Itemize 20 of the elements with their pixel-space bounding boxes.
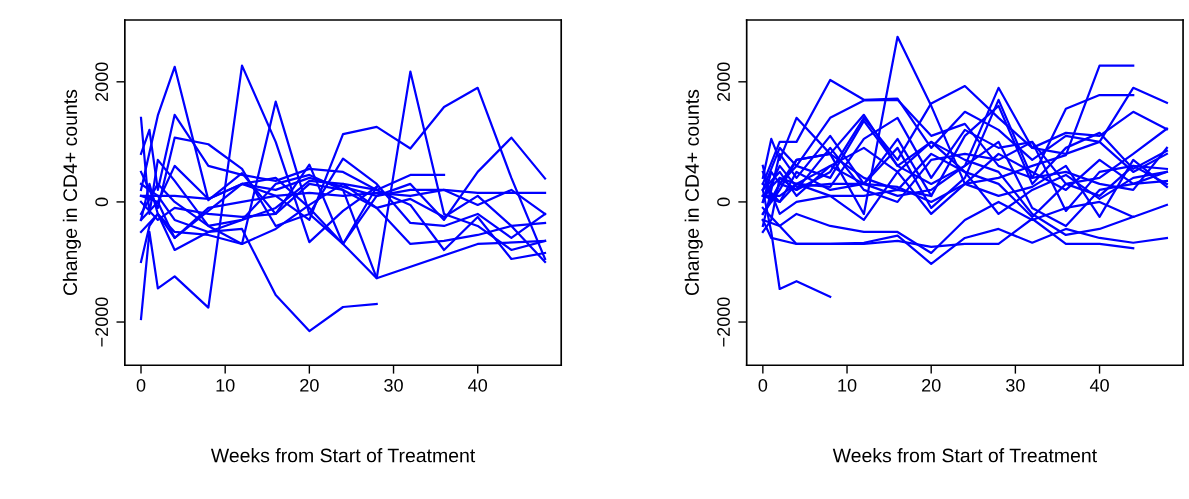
x-tick-label: 30 (1006, 378, 1025, 392)
x-tick-label: 40 (1089, 378, 1109, 392)
x-tick-label: 10 (838, 378, 857, 392)
x-tick-label: 0 (758, 378, 768, 392)
x-axis-title: Weeks from Start of Treatment (210, 448, 476, 463)
y-tick-label: 0 (717, 197, 730, 207)
y-tick-label: 0 (95, 197, 109, 207)
x-tick-label: 40 (468, 378, 488, 392)
x-tick-label: 10 (216, 378, 235, 392)
x-axis-title: Weeks from Start of Treatment (832, 448, 1097, 463)
y-axis-title: Change in CD4+ counts (62, 89, 81, 296)
y-tick-label: 2000 (717, 62, 730, 101)
x-tick-label: 20 (922, 378, 941, 392)
y-tick-label: −2000 (95, 297, 109, 347)
y-axis-title: Change in CD4+ counts (684, 89, 703, 296)
x-tick-label: 20 (300, 378, 319, 392)
x-tick-label: 30 (384, 378, 403, 392)
y-tick-label: −2000 (717, 297, 730, 347)
y-tick-label: 2000 (95, 62, 109, 101)
x-tick-label: 0 (136, 378, 146, 392)
